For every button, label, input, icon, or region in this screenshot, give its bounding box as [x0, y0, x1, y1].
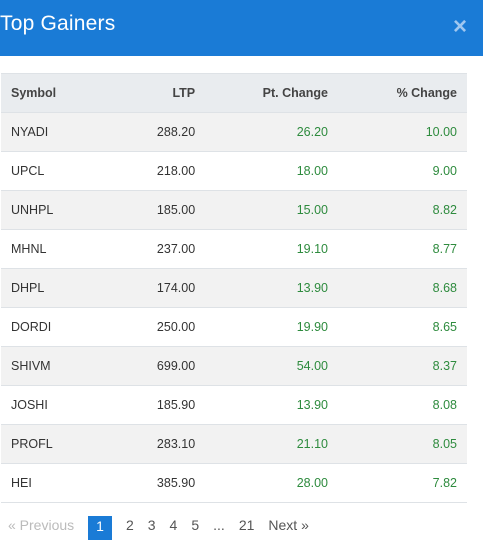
pct-change-cell: 9.00	[337, 151, 467, 191]
pt-change-cell: 26.20	[205, 112, 338, 152]
table-row[interactable]: HEI 385.90 28.00 7.82	[1, 463, 467, 503]
table-header-row: Symbol LTP Pt. Change % Change	[1, 73, 467, 113]
ltp-cell: 218.00	[108, 151, 206, 191]
table-row[interactable]: DORDI 250.00 19.90 8.65	[1, 307, 467, 347]
previous-page-link[interactable]: « Previous	[8, 517, 75, 533]
ltp-cell: 185.00	[108, 190, 206, 230]
pagination: « Previous 1 2 3 4 5... 21 Next »	[8, 516, 323, 540]
close-icon[interactable]: ×	[452, 13, 467, 40]
ltp-cell: 237.00	[108, 229, 206, 269]
table-row[interactable]: MHNL 237.00 19.10 8.77	[1, 229, 467, 269]
page-link-5[interactable]: 5	[191, 517, 200, 533]
ltp-cell: 250.00	[108, 307, 206, 347]
pct-change-cell: 8.65	[337, 307, 467, 347]
ltp-cell: 288.20	[108, 112, 206, 152]
pt-change-cell: 54.00	[205, 346, 338, 386]
symbol-cell: UPCL	[1, 151, 109, 191]
symbol-cell: NYADI	[1, 112, 109, 152]
table-row[interactable]: PROFL 283.10 21.10 8.05	[1, 424, 467, 464]
pct-change-cell: 8.05	[337, 424, 467, 464]
symbol-cell: UNHPL	[1, 190, 109, 230]
symbol-cell: HEI	[1, 463, 109, 503]
page-link-3[interactable]: 3	[147, 517, 156, 533]
modal-header: Top Gainers ×	[0, 0, 483, 56]
next-page-link[interactable]: Next »	[268, 517, 309, 533]
top-gainers-table: Symbol LTP Pt. Change % Change NYADI 288.…	[1, 73, 467, 503]
symbol-cell: SHIVM	[1, 346, 109, 386]
table-row[interactable]: JOSHI 185.90 13.90 8.08	[1, 385, 467, 425]
pct-change-cell: 7.82	[337, 463, 467, 503]
ltp-cell: 174.00	[108, 268, 206, 308]
page-link-2[interactable]: 2	[125, 517, 134, 533]
pct-change-cell: 8.08	[337, 385, 467, 425]
modal-title: Top Gainers	[0, 12, 116, 35]
ltp-cell: 699.00	[108, 346, 206, 386]
pt-change-cell: 15.00	[205, 190, 338, 230]
ltp-cell: 185.90	[108, 385, 206, 425]
pct-change-cell: 10.00	[337, 112, 467, 152]
symbol-cell: JOSHI	[1, 385, 109, 425]
ltp-cell: 385.90	[108, 463, 206, 503]
page-link-4[interactable]: 4	[169, 517, 178, 533]
page-ellipsis: ...	[213, 517, 225, 533]
pt-change-cell: 19.10	[205, 229, 338, 269]
pt-change-cell: 13.90	[205, 385, 338, 425]
column-header-symbol[interactable]: Symbol	[1, 73, 109, 113]
page-link-21[interactable]: 21	[238, 517, 255, 533]
symbol-cell: MHNL	[1, 229, 109, 269]
symbol-cell: PROFL	[1, 424, 109, 464]
table-row[interactable]: UPCL 218.00 18.00 9.00	[1, 151, 467, 191]
table-row[interactable]: NYADI 288.20 26.20 10.00	[1, 112, 467, 152]
symbol-cell: DORDI	[1, 307, 109, 347]
pct-change-cell: 8.37	[337, 346, 467, 386]
pt-change-cell: 18.00	[205, 151, 338, 191]
pt-change-cell: 13.90	[205, 268, 338, 308]
pt-change-cell: 28.00	[205, 463, 338, 503]
column-header-ltp[interactable]: LTP	[108, 73, 206, 113]
pct-change-cell: 8.82	[337, 190, 467, 230]
pct-change-cell: 8.77	[337, 229, 467, 269]
pt-change-cell: 21.10	[205, 424, 338, 464]
page-link-1[interactable]: 1	[88, 516, 112, 540]
table-row[interactable]: UNHPL 185.00 15.00 8.82	[1, 190, 467, 230]
symbol-cell: DHPL	[1, 268, 109, 308]
column-header-pt-change[interactable]: Pt. Change	[205, 73, 338, 113]
pct-change-cell: 8.68	[337, 268, 467, 308]
pt-change-cell: 19.90	[205, 307, 338, 347]
ltp-cell: 283.10	[108, 424, 206, 464]
table-row[interactable]: SHIVM 699.00 54.00 8.37	[1, 346, 467, 386]
table-row[interactable]: DHPL 174.00 13.90 8.68	[1, 268, 467, 308]
column-header-pct-change[interactable]: % Change	[337, 73, 467, 113]
